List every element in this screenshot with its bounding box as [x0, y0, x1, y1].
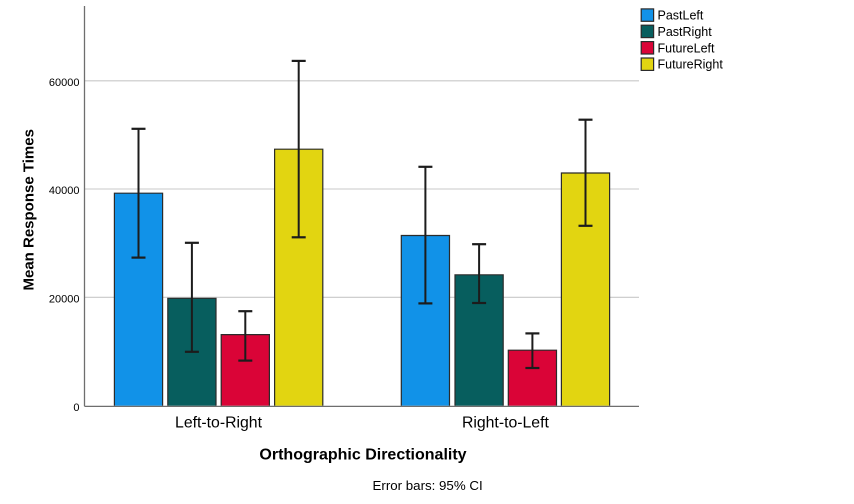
svg-text:40000: 40000	[49, 185, 80, 197]
svg-text:60000: 60000	[49, 77, 80, 89]
svg-text:FutureRight: FutureRight	[658, 58, 724, 72]
svg-text:Orthographic Directionality: Orthographic Directionality	[259, 447, 466, 464]
svg-text:0: 0	[73, 402, 79, 414]
svg-text:PastLeft: PastLeft	[658, 9, 704, 23]
svg-text:Error bars: 95% CI: Error bars: 95% CI	[373, 478, 483, 493]
svg-text:Left-to-Right: Left-to-Right	[175, 415, 263, 432]
svg-text:20000: 20000	[49, 294, 80, 306]
svg-text:Right-to-Left: Right-to-Left	[462, 415, 550, 432]
svg-text:FutureLeft: FutureLeft	[658, 41, 716, 55]
svg-text:PastRight: PastRight	[658, 25, 713, 39]
svg-text:Mean Response Times: Mean Response Times	[21, 129, 38, 290]
